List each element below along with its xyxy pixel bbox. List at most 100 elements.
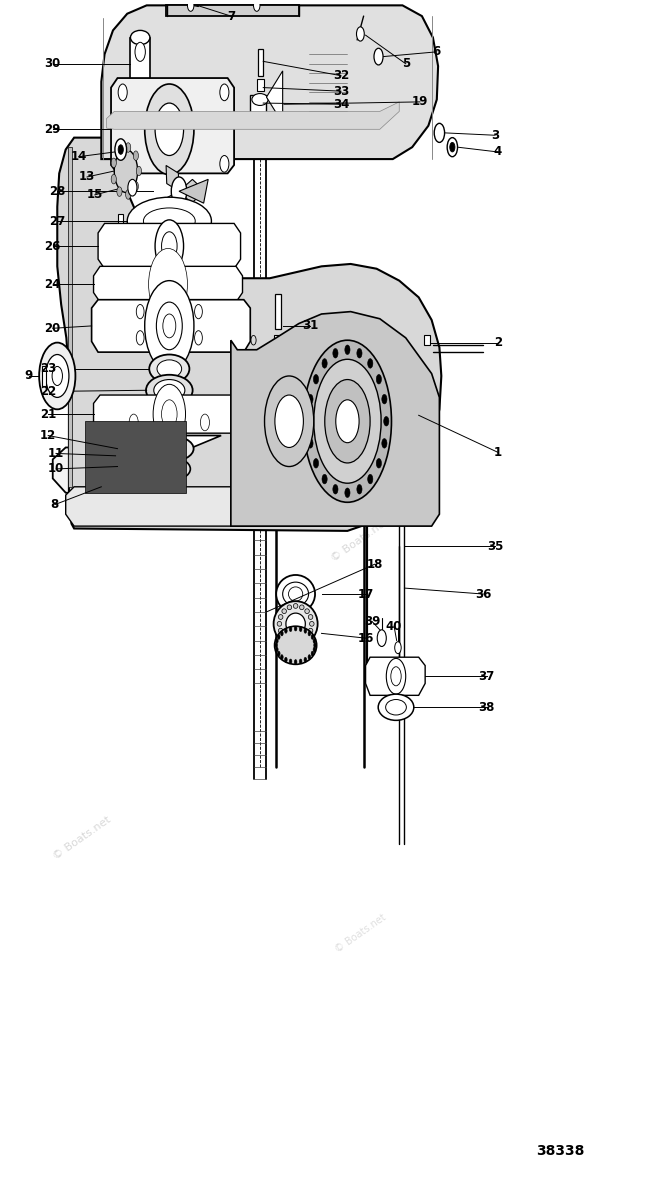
Circle shape xyxy=(264,376,314,467)
Circle shape xyxy=(391,667,401,686)
Ellipse shape xyxy=(276,575,315,613)
Ellipse shape xyxy=(154,379,185,401)
Text: 34: 34 xyxy=(333,97,349,110)
Ellipse shape xyxy=(120,451,128,458)
Polygon shape xyxy=(52,448,367,493)
Circle shape xyxy=(128,179,137,196)
Ellipse shape xyxy=(131,82,150,94)
Polygon shape xyxy=(365,658,425,695)
Circle shape xyxy=(325,379,370,463)
Text: 26: 26 xyxy=(45,240,61,252)
Circle shape xyxy=(384,416,389,426)
Ellipse shape xyxy=(379,694,414,720)
Bar xyxy=(275,294,281,330)
Ellipse shape xyxy=(277,622,281,626)
Circle shape xyxy=(125,190,131,199)
Circle shape xyxy=(195,331,202,344)
Ellipse shape xyxy=(308,629,313,634)
Circle shape xyxy=(118,145,123,155)
Circle shape xyxy=(281,631,283,636)
Circle shape xyxy=(163,314,176,338)
Circle shape xyxy=(311,635,314,640)
Text: 15: 15 xyxy=(87,188,103,202)
Bar xyxy=(251,95,266,116)
Circle shape xyxy=(276,638,278,643)
Circle shape xyxy=(314,643,316,648)
Circle shape xyxy=(314,458,319,468)
Circle shape xyxy=(357,348,362,358)
Polygon shape xyxy=(68,148,72,487)
Text: 8: 8 xyxy=(51,498,59,511)
Ellipse shape xyxy=(157,360,182,378)
Text: 6: 6 xyxy=(433,46,441,59)
Ellipse shape xyxy=(310,622,314,626)
Circle shape xyxy=(367,474,373,484)
Ellipse shape xyxy=(305,634,310,638)
Circle shape xyxy=(145,281,194,371)
Text: © Boats.net: © Boats.net xyxy=(51,362,113,409)
Text: 18: 18 xyxy=(367,558,383,571)
Polygon shape xyxy=(166,166,179,191)
Polygon shape xyxy=(57,138,441,530)
Circle shape xyxy=(133,181,138,191)
Circle shape xyxy=(333,348,338,358)
Circle shape xyxy=(382,438,387,448)
Text: 29: 29 xyxy=(45,122,61,136)
Bar xyxy=(424,336,430,344)
Polygon shape xyxy=(101,5,438,160)
Circle shape xyxy=(336,400,359,443)
Circle shape xyxy=(304,658,306,662)
Polygon shape xyxy=(98,223,241,269)
Circle shape xyxy=(136,167,142,175)
Text: 14: 14 xyxy=(70,150,87,163)
Bar xyxy=(85,421,186,493)
Circle shape xyxy=(367,359,373,368)
Circle shape xyxy=(285,658,287,662)
Text: 38: 38 xyxy=(478,701,495,714)
Circle shape xyxy=(333,485,338,494)
Polygon shape xyxy=(179,179,208,203)
Ellipse shape xyxy=(127,197,211,245)
Circle shape xyxy=(322,359,327,368)
Ellipse shape xyxy=(289,587,302,601)
Text: 21: 21 xyxy=(40,408,56,421)
Polygon shape xyxy=(166,5,299,16)
Text: 31: 31 xyxy=(302,319,318,332)
Text: 10: 10 xyxy=(48,462,64,475)
Circle shape xyxy=(295,626,297,631)
Circle shape xyxy=(220,84,229,101)
Ellipse shape xyxy=(148,457,190,481)
Circle shape xyxy=(161,400,177,428)
Circle shape xyxy=(303,341,392,503)
Bar xyxy=(258,49,263,76)
Text: 27: 27 xyxy=(49,215,66,228)
Text: © Boats.net: © Boats.net xyxy=(333,912,388,955)
Ellipse shape xyxy=(146,374,193,406)
Circle shape xyxy=(220,156,229,172)
Circle shape xyxy=(276,647,278,652)
Ellipse shape xyxy=(278,614,283,619)
Circle shape xyxy=(275,643,277,648)
Circle shape xyxy=(285,629,287,634)
Circle shape xyxy=(156,263,180,306)
Text: 5: 5 xyxy=(401,58,410,71)
Ellipse shape xyxy=(145,436,194,462)
Circle shape xyxy=(156,302,182,349)
Text: 7: 7 xyxy=(227,10,235,23)
Circle shape xyxy=(277,652,280,656)
Ellipse shape xyxy=(386,700,406,715)
Text: 20: 20 xyxy=(45,322,61,335)
Circle shape xyxy=(145,84,194,174)
Circle shape xyxy=(52,366,62,385)
Bar xyxy=(274,336,279,361)
Text: 16: 16 xyxy=(358,631,374,644)
Circle shape xyxy=(289,626,292,631)
Circle shape xyxy=(357,485,362,494)
Circle shape xyxy=(322,474,327,484)
Circle shape xyxy=(308,438,313,448)
Circle shape xyxy=(295,660,297,665)
Ellipse shape xyxy=(131,30,150,44)
Circle shape xyxy=(155,220,184,272)
Ellipse shape xyxy=(144,208,195,234)
Text: 40: 40 xyxy=(386,619,402,632)
